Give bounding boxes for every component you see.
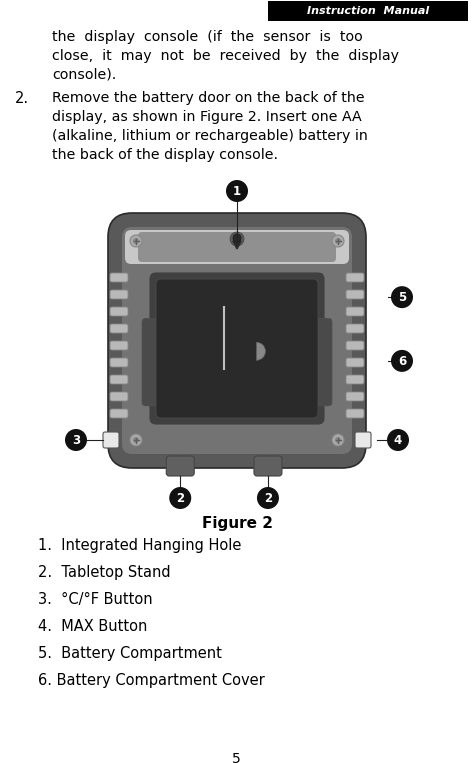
Circle shape [226, 180, 248, 202]
Text: Figure 2: Figure 2 [202, 516, 272, 531]
Circle shape [65, 429, 87, 451]
FancyBboxPatch shape [346, 375, 364, 384]
Circle shape [233, 234, 241, 242]
Text: 2: 2 [264, 492, 272, 505]
FancyBboxPatch shape [310, 318, 332, 406]
Circle shape [133, 238, 139, 244]
FancyBboxPatch shape [122, 227, 352, 454]
FancyBboxPatch shape [346, 341, 364, 350]
FancyBboxPatch shape [110, 290, 128, 299]
Text: close,  it  may  not  be  received  by  the  display: close, it may not be received by the dis… [52, 49, 399, 63]
FancyBboxPatch shape [110, 341, 128, 350]
Text: console).: console). [52, 68, 116, 82]
Circle shape [130, 235, 142, 247]
Circle shape [335, 437, 341, 443]
Text: 2.: 2. [15, 91, 29, 106]
FancyBboxPatch shape [108, 213, 366, 468]
Text: 3.  °C/°F Button: 3. °C/°F Button [38, 592, 152, 607]
FancyBboxPatch shape [110, 409, 128, 418]
Circle shape [257, 487, 279, 509]
Text: 5: 5 [398, 291, 406, 304]
Circle shape [332, 235, 344, 247]
FancyBboxPatch shape [103, 432, 119, 448]
Text: 6. Battery Compartment Cover: 6. Battery Compartment Cover [38, 673, 265, 688]
FancyBboxPatch shape [254, 456, 282, 476]
Text: 3: 3 [72, 434, 80, 447]
FancyBboxPatch shape [110, 375, 128, 384]
Circle shape [133, 437, 139, 443]
FancyBboxPatch shape [156, 279, 318, 418]
Circle shape [391, 286, 413, 308]
Text: display, as shown in Figure 2. Insert one AA: display, as shown in Figure 2. Insert on… [52, 110, 362, 124]
Text: 4.  MAX Button: 4. MAX Button [38, 619, 147, 634]
Text: 1.  Integrated Hanging Hole: 1. Integrated Hanging Hole [38, 538, 241, 553]
FancyBboxPatch shape [166, 456, 194, 476]
Circle shape [130, 434, 142, 446]
Text: 1: 1 [233, 185, 241, 198]
Text: 2.  Tabletop Stand: 2. Tabletop Stand [38, 565, 170, 580]
Text: (alkaline, lithium or rechargeable) battery in: (alkaline, lithium or rechargeable) batt… [52, 129, 368, 143]
FancyBboxPatch shape [110, 392, 128, 401]
FancyBboxPatch shape [346, 290, 364, 299]
FancyBboxPatch shape [110, 358, 128, 367]
Circle shape [391, 350, 413, 372]
FancyBboxPatch shape [346, 392, 364, 401]
FancyBboxPatch shape [110, 324, 128, 333]
Text: the back of the display console.: the back of the display console. [52, 148, 278, 162]
Circle shape [230, 232, 244, 246]
FancyBboxPatch shape [142, 318, 164, 406]
FancyBboxPatch shape [346, 324, 364, 333]
Text: 2: 2 [176, 492, 184, 505]
FancyBboxPatch shape [346, 307, 364, 316]
FancyBboxPatch shape [125, 230, 349, 264]
Circle shape [332, 434, 344, 446]
FancyBboxPatch shape [268, 1, 468, 21]
Wedge shape [256, 343, 265, 360]
Text: the  display  console  (if  the  sensor  is  too: the display console (if the sensor is to… [52, 30, 363, 44]
Text: 4: 4 [394, 434, 402, 447]
FancyBboxPatch shape [110, 307, 128, 316]
FancyBboxPatch shape [346, 273, 364, 282]
Text: 5: 5 [232, 752, 240, 763]
Text: Instruction  Manual: Instruction Manual [307, 6, 429, 16]
FancyBboxPatch shape [138, 232, 336, 262]
Circle shape [387, 429, 409, 451]
FancyBboxPatch shape [355, 432, 371, 448]
Text: Remove the battery door on the back of the: Remove the battery door on the back of t… [52, 91, 365, 105]
Text: 5.  Battery Compartment: 5. Battery Compartment [38, 646, 222, 661]
FancyBboxPatch shape [150, 273, 324, 424]
Circle shape [169, 487, 191, 509]
Text: 6: 6 [398, 355, 406, 368]
FancyBboxPatch shape [110, 273, 128, 282]
Circle shape [335, 238, 341, 244]
FancyBboxPatch shape [346, 409, 364, 418]
FancyBboxPatch shape [346, 358, 364, 367]
Polygon shape [233, 241, 241, 249]
